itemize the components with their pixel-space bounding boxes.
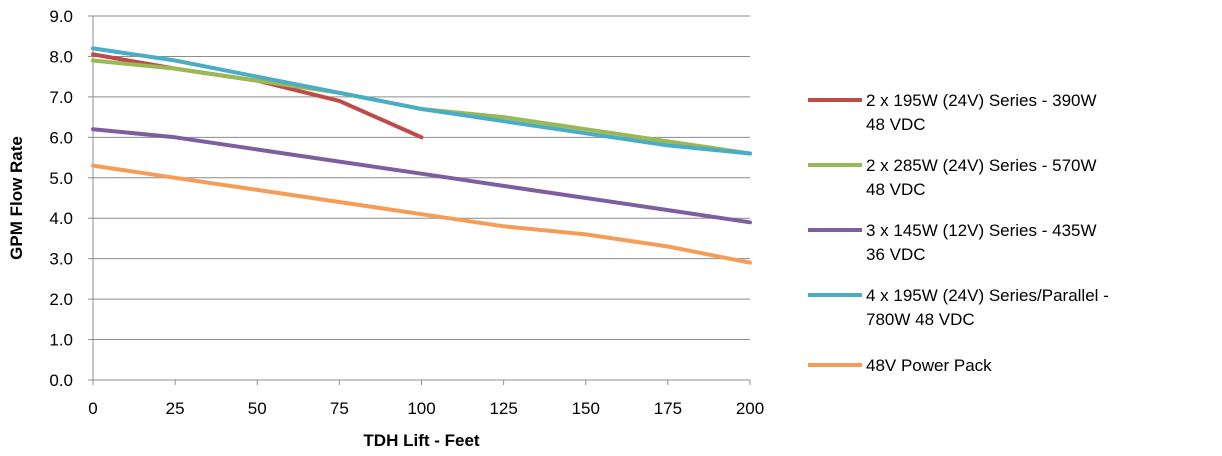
y-tick-label: 8.0 [49,47,73,66]
x-tick-label: 175 [654,399,682,418]
y-tick-label: 9.0 [49,7,73,26]
legend-item-4: 4 x 195W (24V) Series/Parallel - 780W 48 … [808,286,1109,329]
x-tick-label: 75 [330,399,349,418]
legend-item-1: 2 x 195W (24V) Series - 390W 48 VDC [808,91,1097,134]
x-tick-label: 25 [166,399,185,418]
y-tick-label: 2.0 [49,290,73,309]
legend-item-5: 48V Power Pack [808,356,992,375]
y-tick-label: 3.0 [49,250,73,269]
series-line-5 [91,163,752,265]
axes [88,15,751,385]
legend-label: 2 x 285W (24V) Series - 570W [866,156,1097,175]
y-tick-label: 7.0 [49,88,73,107]
y-tick-label: 5.0 [49,169,73,188]
legend-label: 48 VDC [866,115,926,134]
y-tick-label: 4.0 [49,209,73,228]
x-tick-label: 50 [248,399,267,418]
tick-labels: 0.0 1.0 2.0 3.0 4.0 5.0 6.0 7.0 8.0 9.0 0 25 50 75 100… [49,7,764,418]
x-tick-label: 0 [88,399,97,418]
x-axis-title: TDH Lift - Feet [363,431,479,450]
x-tick-label: 125 [489,399,517,418]
legend-item-3: 3 x 145W (12V) Series - 435W 36 VDC [808,221,1097,264]
legend-label: 780W 48 VDC [866,310,975,329]
y-tick-label: 1.0 [49,331,73,350]
y-tick-label: 0.0 [49,371,73,390]
series-lines [91,46,752,265]
x-tick-label: 150 [572,399,600,418]
y-tick-label: 6.0 [49,128,73,147]
legend-label: 4 x 195W (24V) Series/Parallel - [866,286,1109,305]
legend-label: 48V Power Pack [866,356,992,375]
series-line-4 [91,46,752,156]
legend-label: 3 x 145W (12V) Series - 435W [866,221,1097,240]
series-line-3 [91,127,752,225]
legend-label: 2 x 195W (24V) Series - 390W [866,91,1097,110]
legend-label: 36 VDC [866,245,926,264]
x-tick-label: 100 [407,399,435,418]
x-tick-label: 200 [736,399,764,418]
legend-label: 48 VDC [866,180,926,199]
y-axis-title: GPM Flow Rate [7,136,26,260]
legend-item-2: 2 x 285W (24V) Series - 570W 48 VDC [808,156,1097,199]
